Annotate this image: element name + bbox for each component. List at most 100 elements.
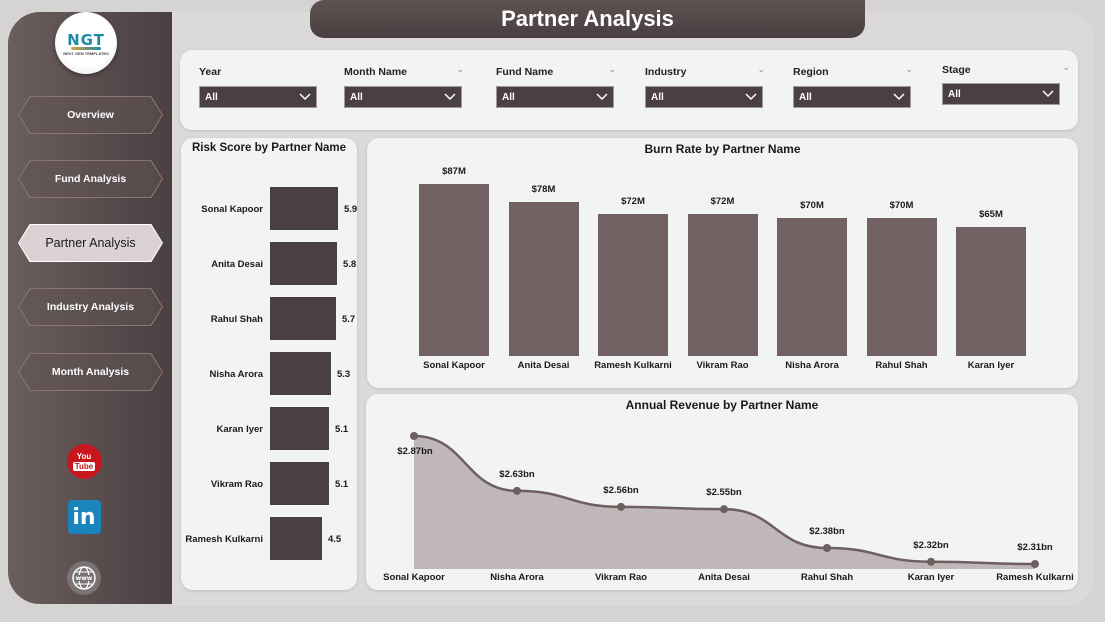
linkedin-link[interactable]: in [66, 499, 102, 535]
category-label: Anita Desai [517, 360, 570, 371]
filter-industry-dropdown[interactable]: All [645, 86, 763, 108]
risk-score-chart: Risk Score by Partner Name Sonal Kapoor 5… [181, 138, 357, 590]
bar[interactable] [270, 517, 322, 560]
data-label: $2.38bn [809, 526, 845, 537]
area-fill [414, 436, 1035, 569]
data-label: $2.63bn [499, 468, 535, 480]
data-label: $70M [800, 200, 824, 211]
chevron-down-icon [299, 93, 311, 101]
bar[interactable] [508, 202, 579, 356]
chevron-down-icon[interactable]: ⌄ [456, 64, 464, 74]
chevron-down-icon[interactable]: ⌄ [905, 64, 913, 74]
chevron-down-icon [893, 93, 905, 101]
nav-industry-analysis-label: Industry Analysis [46, 301, 135, 313]
chart-title: Risk Score by Partner Name [191, 142, 347, 154]
nav-industry-analysis[interactable]: Industry Analysis [18, 288, 163, 326]
category-label: Karan Iyer [967, 360, 1015, 371]
filter-region-value: All [799, 91, 812, 103]
bar[interactable] [270, 187, 338, 230]
logo: NGT NEXT GEN TEMPLATES [55, 12, 117, 74]
filter-stage-dropdown[interactable]: All [942, 83, 1060, 105]
category-label: Karan Iyer [216, 423, 263, 435]
filter-region-label: Region [793, 66, 829, 78]
nav-partner-analysis[interactable]: Partner Analysis [18, 224, 163, 262]
logo-text: NGT [67, 30, 105, 49]
data-label: 5.1 [335, 423, 349, 435]
data-point [720, 505, 728, 514]
category-label: Nisha Arora [785, 360, 839, 371]
bar-column: $65M [956, 209, 1026, 356]
filter-month-dropdown[interactable]: All [344, 86, 462, 108]
data-label: $2.31bn [1017, 542, 1053, 553]
burn-rate-chart: Burn Rate by Partner Name $87M Sonal Kapo… [367, 138, 1078, 388]
data-label: 5.8 [343, 258, 357, 270]
filter-fund-dropdown[interactable]: All [496, 86, 614, 108]
data-label: $2.56bn [603, 484, 639, 496]
data-label: $72M [621, 196, 645, 207]
data-label: $70M [889, 200, 914, 211]
filter-month-value: All [350, 91, 363, 103]
nav-month-analysis[interactable]: Month Analysis [18, 353, 163, 391]
bar[interactable] [270, 352, 331, 395]
filter-stage-label: Stage [942, 64, 971, 76]
youtube-text-top: You [76, 451, 92, 461]
data-point [1031, 560, 1039, 568]
bar[interactable] [270, 242, 337, 285]
bar[interactable] [419, 184, 489, 356]
category-label: Anita Desai [211, 258, 263, 270]
chevron-down-icon [1042, 90, 1054, 98]
bar[interactable] [270, 297, 336, 340]
chevron-down-icon[interactable]: ⌄ [608, 64, 616, 74]
filter-fund-value: All [502, 91, 515, 103]
data-point [513, 486, 521, 495]
category-label: Nisha Arora [490, 572, 544, 583]
category-label: Rahul Shah [875, 360, 928, 371]
filter-fund-label: Fund Name [496, 66, 554, 78]
bar[interactable] [598, 214, 668, 356]
nav-overview-label: Overview [67, 109, 114, 121]
bar[interactable] [956, 227, 1026, 356]
category-label: Karan Iyer [907, 572, 955, 583]
bar[interactable] [270, 407, 329, 450]
filter-year-dropdown[interactable]: All [199, 86, 317, 108]
data-label: 5.1 [335, 478, 349, 490]
data-point [927, 557, 935, 566]
bar[interactable] [777, 218, 847, 356]
category-label: Anita Desai [698, 572, 750, 583]
bar[interactable] [866, 218, 937, 356]
nav-overview[interactable]: Overview [18, 96, 163, 134]
bar[interactable] [687, 214, 758, 356]
data-label: 5.3 [337, 368, 351, 380]
data-label: 4.5 [328, 533, 342, 545]
youtube-link[interactable]: You Tube [66, 443, 102, 479]
bar[interactable] [270, 462, 329, 505]
bar-column: $87M [419, 166, 489, 356]
data-label: $78M [531, 184, 556, 195]
nav-fund-analysis-label: Fund Analysis [54, 173, 127, 185]
bar-column: $72M [687, 196, 758, 356]
data-label: $72M [710, 196, 735, 207]
nav-partner-analysis-label: Partner Analysis [45, 236, 136, 250]
filter-stage-value: All [948, 88, 961, 100]
chevron-down-icon [444, 93, 456, 101]
bar-row: Sonal Kapoor 5.9 [181, 187, 357, 231]
logo-wave-icon [71, 46, 101, 50]
chevron-down-icon[interactable]: ⌄ [757, 64, 765, 74]
filter-industry-label: Industry [645, 66, 687, 78]
chevron-down-icon [745, 93, 757, 101]
bar-column: $72M [598, 196, 668, 356]
chevron-down-icon[interactable]: ⌄ [1062, 62, 1070, 72]
youtube-text-bottom: Tube [72, 461, 96, 471]
filter-industry-value: All [651, 91, 664, 103]
bar-row: Anita Desai 5.8 [181, 242, 357, 286]
bar-column: $70M [777, 200, 847, 356]
data-point [823, 544, 831, 552]
website-link[interactable]: www [66, 560, 102, 596]
bar-row: Karan Iyer 5.1 [181, 407, 357, 451]
nav-fund-analysis[interactable]: Fund Analysis [18, 160, 163, 198]
filter-region-dropdown[interactable]: All [793, 86, 911, 108]
bar-row: Vikram Rao 5.1 [181, 462, 357, 506]
logo-subtitle: NEXT GEN TEMPLATES [63, 50, 109, 56]
data-label: $65M [979, 209, 1003, 220]
linkedin-icon: in [67, 500, 101, 534]
